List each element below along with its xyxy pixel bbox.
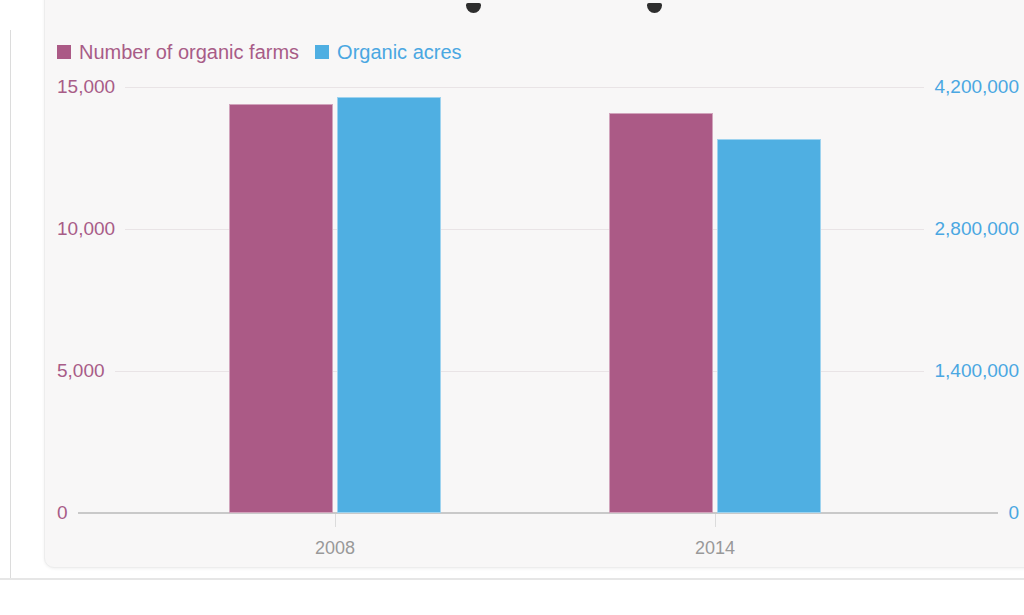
- x-axis-tick: [335, 514, 336, 527]
- legend-swatch-icon: [57, 45, 71, 59]
- chart-legend: Number of organic farms Organic acres: [57, 41, 462, 63]
- legend-label: Number of organic farms: [79, 41, 299, 63]
- left-axis-tick-label: 15,000: [57, 76, 115, 98]
- x-axis-tick: [715, 514, 716, 527]
- right-axis-tick-label: 0: [1008, 502, 1019, 524]
- bar-2014-acres: [717, 139, 821, 513]
- legend-item-farms: Number of organic farms: [57, 41, 299, 63]
- left-axis-tick-label: 10,000: [57, 218, 115, 240]
- left-axis-tick-label: 0: [57, 502, 68, 524]
- page-left-rule: [10, 30, 11, 578]
- right-axis-tick-label: 1,400,000: [934, 360, 1019, 382]
- legend-label: Organic acres: [337, 41, 462, 63]
- gridline: [125, 87, 924, 88]
- page-bottom-rule: [0, 578, 1024, 580]
- gridline: [78, 512, 999, 514]
- baseline-row: 00: [57, 502, 1019, 524]
- left-axis-tick-label: 5,000: [57, 360, 105, 382]
- bar-2014-farms: [609, 113, 713, 513]
- x-axis-category-label: 2008: [315, 538, 355, 559]
- grid-row: 5,000 1,400,000: [57, 360, 1019, 382]
- right-axis-tick-label: 2,800,000: [934, 218, 1019, 240]
- grid-row: 15,000 4,200,000: [57, 76, 1019, 98]
- bar-2008-acres: [337, 97, 441, 513]
- legend-swatch-icon: [315, 45, 329, 59]
- right-axis-tick-label: 4,200,000: [934, 76, 1019, 98]
- chart-page: { "chart_data": { "type": "bar", "catego…: [0, 0, 1024, 615]
- grid-row: 10,000 2,800,000: [57, 218, 1019, 240]
- x-axis-category-label: 2014: [695, 538, 735, 559]
- bar-2008-farms: [229, 104, 333, 513]
- legend-item-acres: Organic acres: [315, 41, 462, 63]
